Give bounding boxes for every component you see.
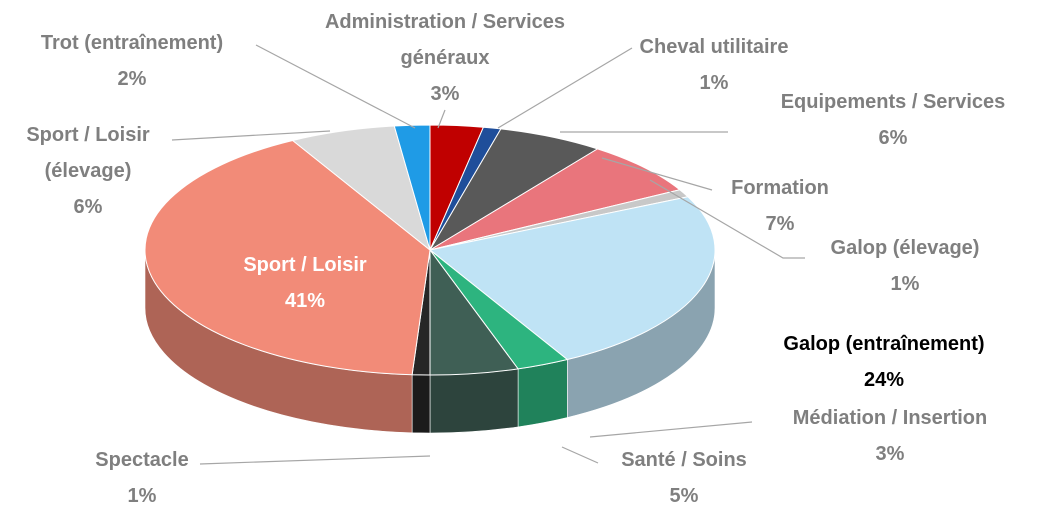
category-label: Equipements / Services <box>780 91 1006 113</box>
leader-line <box>497 47 633 129</box>
data-label: Spectacle 1% <box>62 442 222 514</box>
leader-line <box>649 179 805 259</box>
value-label: 3% <box>875 443 905 465</box>
data-label: Sport / Loisir (élevage) 6% <box>3 117 173 225</box>
slice <box>429 148 681 251</box>
data-label: Administration / Services généraux 3% <box>280 4 610 112</box>
data-label: Trot (entraînement) 2% <box>2 25 262 97</box>
slice-tops <box>144 124 716 376</box>
data-label: Equipements / Services 6% <box>743 84 1038 156</box>
slice <box>428 196 716 361</box>
category-label: Formation <box>731 177 829 199</box>
slice <box>144 139 431 376</box>
category-label: Administration / Services généraux <box>324 11 566 69</box>
value-label: 1% <box>890 273 920 295</box>
data-label: Sport / Loisir 41% <box>195 247 415 319</box>
value-label: 1% <box>127 485 157 507</box>
category-label: Cheval utilitaire <box>639 36 789 58</box>
category-label: Spectacle <box>95 449 189 471</box>
category-label: Galop (entraînement) <box>783 333 985 355</box>
slice <box>393 124 431 251</box>
leader-line <box>171 130 331 141</box>
category-label: Santé / Soins <box>621 449 747 471</box>
value-label: 6% <box>73 196 103 218</box>
leader-line <box>589 421 753 438</box>
data-label: Galop (élevage) 1% <box>795 230 1015 302</box>
value-label: 24% <box>863 369 905 391</box>
value-label: 1% <box>699 72 729 94</box>
leader-line <box>437 109 446 129</box>
value-label: 5% <box>669 485 699 507</box>
category-label: Galop (élevage) <box>830 237 980 259</box>
category-label: Sport / Loisir (élevage) <box>26 124 150 182</box>
slice-side <box>517 359 568 428</box>
value-label: 7% <box>765 213 795 235</box>
category-label: Médiation / Insertion <box>792 407 988 429</box>
leader-lines <box>171 44 805 465</box>
leader-line <box>199 455 431 465</box>
leader-line <box>561 446 599 464</box>
data-label: Médiation / Insertion 3% <box>740 400 1038 472</box>
slice-side <box>411 374 431 434</box>
data-label: Santé / Soins 5% <box>584 442 784 514</box>
data-label: Galop (entraînement) 24% <box>734 326 1034 398</box>
value-label: 3% <box>430 83 460 105</box>
category-label: Trot (entraînement) <box>40 32 224 54</box>
leader-line <box>601 157 713 191</box>
value-label: 2% <box>117 68 147 90</box>
slice-side <box>429 368 519 434</box>
category-label: Sport / Loisir <box>243 254 367 276</box>
data-label: Formation 7% <box>700 170 860 242</box>
value-label: 41% <box>284 290 326 312</box>
value-label: 6% <box>878 127 908 149</box>
leader-line <box>255 44 416 129</box>
data-label: Cheval utilitaire 1% <box>614 29 814 101</box>
